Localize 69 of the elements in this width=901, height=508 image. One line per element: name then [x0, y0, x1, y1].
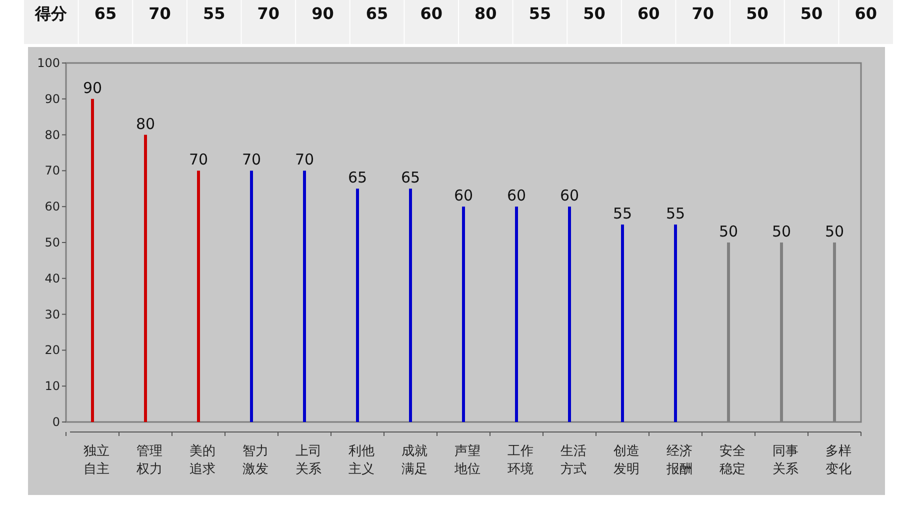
- y-tick-label: 10: [44, 379, 60, 394]
- data-label: 60: [454, 186, 474, 205]
- bar: [144, 134, 147, 422]
- x-tick-label: 经济报酬: [666, 444, 692, 477]
- y-tick-label: 90: [44, 92, 60, 106]
- y-tick-label: 60: [44, 200, 60, 214]
- x-tick-label: 同事关系: [772, 444, 798, 477]
- x-tick-label: 生活方式: [560, 444, 586, 477]
- text: 70: [148, 4, 171, 23]
- text: 得分: [34, 4, 68, 23]
- data-label: 50: [718, 222, 738, 240]
- data-label: 90: [82, 78, 102, 97]
- text: 50: [583, 4, 606, 23]
- text: 60: [420, 4, 442, 23]
- text: 50: [800, 4, 823, 23]
- x-tick-label: 独立自主: [84, 443, 110, 477]
- x-tick-label: 利他主义: [348, 444, 374, 477]
- text: 60: [637, 4, 660, 23]
- y-tick-label: 50: [44, 236, 60, 250]
- bar: [197, 170, 200, 422]
- data-label: 65: [400, 168, 420, 187]
- text: 65: [366, 4, 388, 23]
- y-tick-label: 30: [44, 307, 60, 322]
- bar: [250, 170, 253, 422]
- data-label: 50: [772, 222, 792, 240]
- data-label: 60: [560, 186, 580, 205]
- y-tick-label: 20: [44, 343, 60, 358]
- text: 55: [202, 4, 226, 23]
- x-tick-label: 美的追求: [190, 443, 216, 477]
- bar: [356, 188, 359, 422]
- x-tick-label: 工作环境: [508, 444, 534, 477]
- data-label: 60: [506, 186, 526, 205]
- bar: [91, 98, 94, 422]
- text: 55: [528, 4, 552, 23]
- text: 80: [474, 4, 497, 23]
- x-tick-label: 上司关系: [296, 444, 322, 477]
- data-label: 70: [242, 150, 262, 169]
- data-label: 70: [188, 150, 208, 169]
- y-tick-label: 80: [44, 128, 60, 142]
- bar: [462, 206, 465, 422]
- y-tick-label: 70: [44, 164, 60, 178]
- text: 90: [312, 4, 334, 23]
- x-tick-label: 智力激发: [242, 444, 268, 477]
- data-label: 80: [136, 114, 156, 133]
- x-tick-label: 创造发明: [614, 444, 640, 477]
- text: 65: [94, 4, 117, 23]
- data-label: 70: [294, 150, 314, 169]
- data-label: 50: [824, 222, 844, 240]
- text: 60: [854, 4, 877, 23]
- x-tick-label: 多样变化: [826, 444, 852, 477]
- x-tick-label: 成就满足: [402, 444, 428, 477]
- bar: [303, 170, 306, 422]
- y-tick-label: 0: [52, 415, 60, 429]
- bar: [515, 206, 518, 422]
- y-tick-label: 40: [44, 271, 60, 286]
- x-tick-label: 声望地位: [454, 444, 480, 477]
- bar: [409, 188, 412, 422]
- data-label: 55: [666, 204, 686, 223]
- bar: [674, 224, 677, 422]
- data-label: 65: [348, 168, 368, 187]
- x-tick-label: 管理权力: [136, 444, 162, 477]
- bar: [621, 224, 624, 422]
- bar: [568, 206, 571, 422]
- x-tick-label: 安全稳定: [720, 443, 746, 477]
- text: 70: [257, 4, 280, 23]
- y-tick-label: 100: [37, 56, 60, 70]
- data-label: 55: [612, 204, 632, 223]
- text: 70: [692, 4, 714, 23]
- text: 50: [746, 4, 768, 23]
